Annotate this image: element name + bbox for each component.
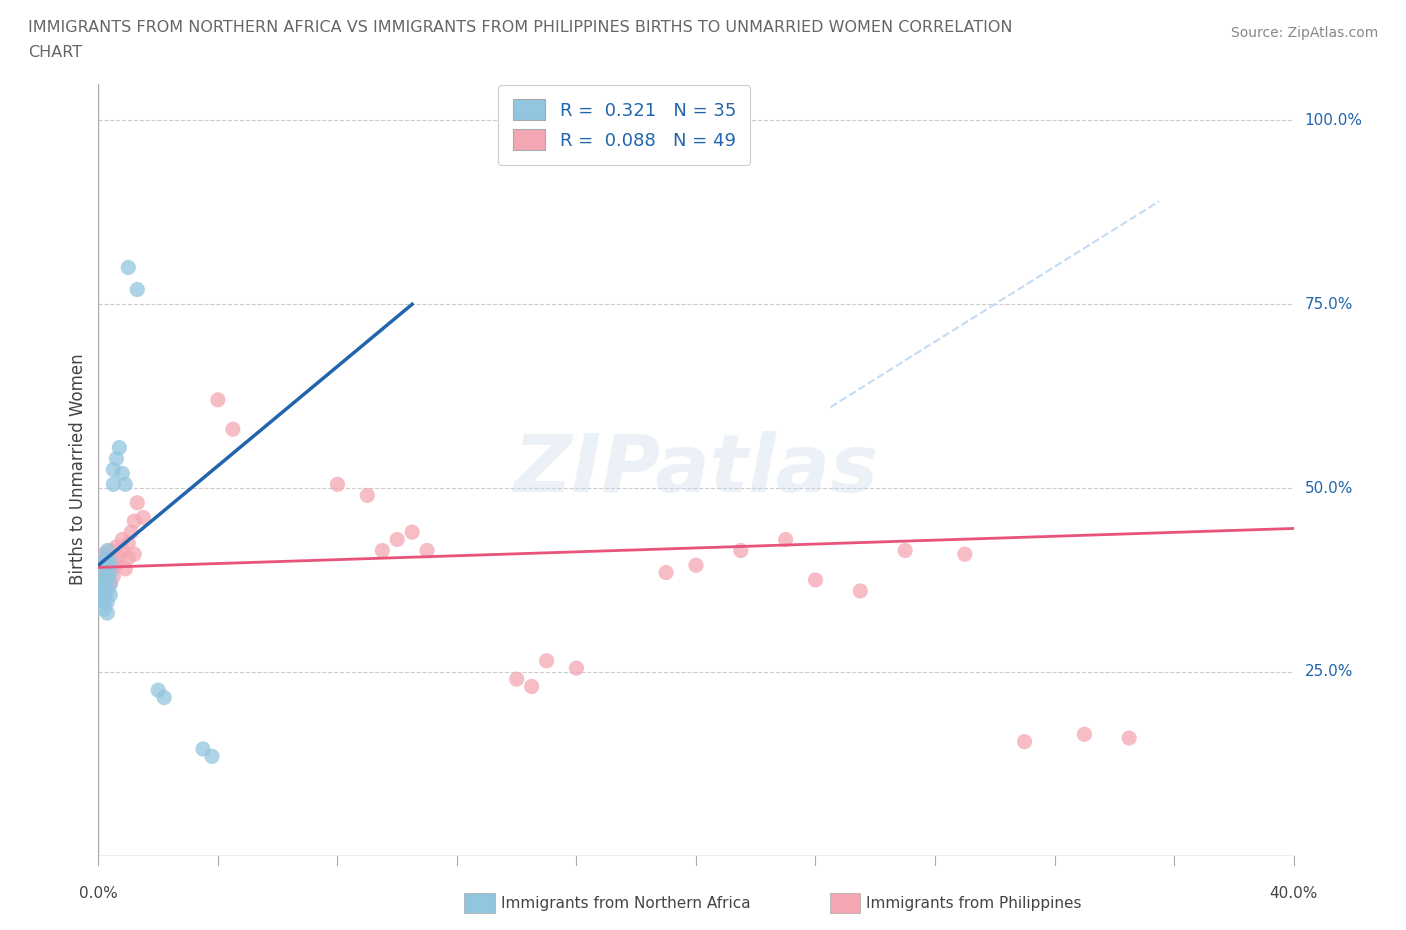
Point	[114, 562, 136, 577]
Point	[222, 422, 245, 437]
Text: 25.0%: 25.0%	[1305, 664, 1353, 679]
Point	[730, 543, 752, 558]
Point	[93, 602, 115, 617]
Point	[96, 583, 118, 598]
Point	[849, 583, 872, 598]
Point	[371, 543, 394, 558]
Point	[685, 558, 707, 573]
Point	[93, 594, 115, 609]
Text: 40.0%: 40.0%	[1270, 886, 1317, 901]
Point	[207, 392, 229, 407]
Point	[111, 532, 134, 547]
Point	[90, 573, 112, 588]
Point	[117, 551, 139, 565]
Point	[132, 510, 155, 525]
Point	[894, 543, 917, 558]
Point	[520, 679, 543, 694]
Text: Source: ZipAtlas.com: Source: ZipAtlas.com	[1230, 26, 1378, 40]
Point	[804, 573, 827, 588]
Point	[401, 525, 423, 539]
Point	[117, 260, 139, 275]
Point	[98, 565, 122, 580]
Point	[98, 577, 122, 591]
Point	[326, 477, 349, 492]
Point	[103, 477, 125, 492]
Point	[98, 554, 122, 569]
Point	[356, 488, 378, 503]
Text: 50.0%: 50.0%	[1305, 481, 1353, 496]
Text: IMMIGRANTS FROM NORTHERN AFRICA VS IMMIGRANTS FROM PHILIPPINES BIRTHS TO UNMARRI: IMMIGRANTS FROM NORTHERN AFRICA VS IMMIG…	[28, 20, 1012, 35]
Point	[93, 577, 115, 591]
Point	[96, 594, 118, 609]
Point	[98, 587, 122, 602]
Point	[953, 547, 976, 562]
Point	[96, 543, 118, 558]
Point	[775, 532, 797, 547]
Text: Immigrants from Philippines: Immigrants from Philippines	[866, 896, 1081, 910]
Point	[127, 496, 149, 511]
Point	[201, 749, 224, 764]
Legend: R =  0.321   N = 35, R =  0.088   N = 49: R = 0.321 N = 35, R = 0.088 N = 49	[498, 85, 751, 165]
Point	[108, 440, 131, 455]
Point	[153, 690, 176, 705]
Point	[148, 683, 170, 698]
Point	[416, 543, 439, 558]
Text: 75.0%: 75.0%	[1305, 297, 1353, 312]
Y-axis label: Births to Unmarried Women: Births to Unmarried Women	[69, 353, 87, 586]
Text: Immigrants from Northern Africa: Immigrants from Northern Africa	[501, 896, 751, 910]
Point	[105, 558, 128, 573]
Point	[96, 565, 118, 580]
Point	[655, 565, 678, 580]
Point	[385, 532, 409, 547]
Point	[103, 462, 125, 477]
Text: 0.0%: 0.0%	[79, 886, 118, 901]
Point	[98, 577, 122, 591]
Point	[96, 579, 118, 594]
Point	[191, 741, 214, 756]
Point	[124, 513, 146, 528]
Point	[1073, 727, 1095, 742]
Point	[96, 605, 118, 620]
Point	[506, 671, 529, 686]
Point	[96, 569, 118, 584]
Point	[93, 547, 115, 562]
Point	[105, 451, 128, 466]
Point	[93, 562, 115, 577]
Point	[98, 562, 122, 577]
Point	[103, 569, 125, 584]
Point	[93, 551, 115, 565]
Point	[536, 654, 558, 669]
Point	[120, 525, 142, 539]
Point	[127, 282, 149, 297]
Point	[93, 587, 115, 602]
Point	[96, 551, 118, 565]
Text: 100.0%: 100.0%	[1305, 113, 1362, 128]
Point	[90, 579, 112, 594]
Point	[105, 539, 128, 554]
Point	[90, 569, 112, 584]
Point	[98, 543, 122, 558]
Point	[124, 547, 146, 562]
Point	[114, 477, 136, 492]
Text: ZIPatlas: ZIPatlas	[513, 431, 879, 509]
Point	[103, 554, 125, 569]
Point	[90, 558, 112, 573]
Point	[1014, 734, 1036, 749]
Point	[90, 591, 112, 605]
Point	[111, 543, 134, 558]
Point	[93, 558, 115, 573]
Point	[108, 551, 131, 565]
Point	[93, 573, 115, 588]
Point	[111, 466, 134, 481]
Point	[565, 660, 588, 675]
Point	[96, 558, 118, 573]
Point	[1118, 731, 1140, 746]
Text: CHART: CHART	[28, 45, 82, 60]
Point	[117, 536, 139, 551]
Point	[90, 558, 112, 573]
